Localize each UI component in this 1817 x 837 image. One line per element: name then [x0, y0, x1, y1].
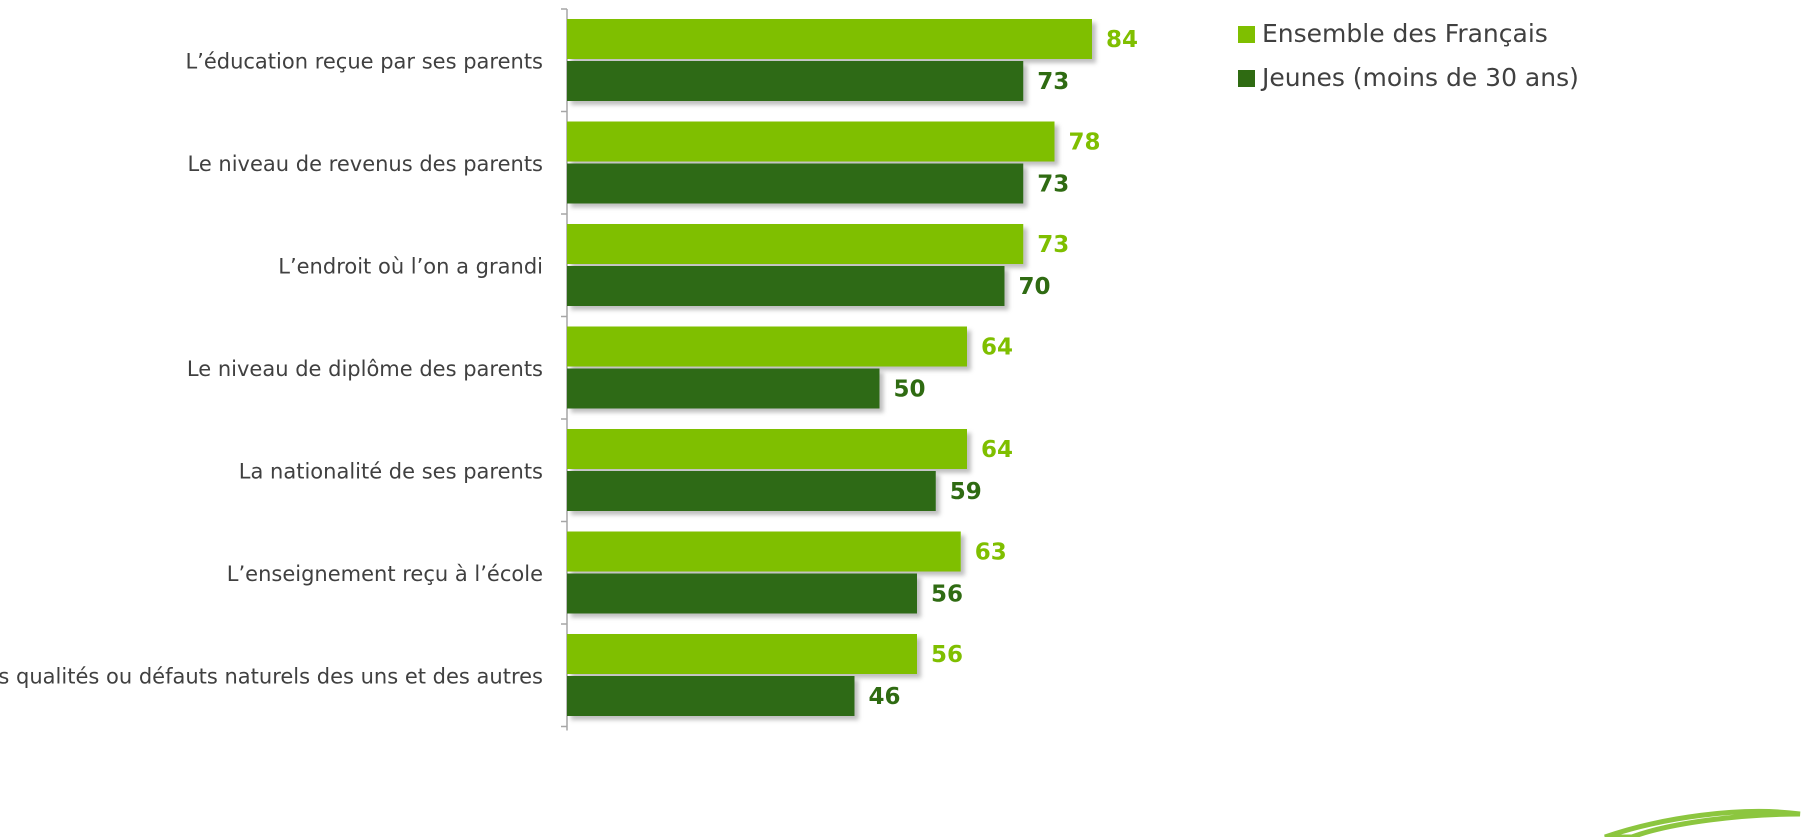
data-label: 73 — [1037, 172, 1069, 198]
category-label: L’éducation reçue par ses parents — [185, 49, 543, 73]
data-label: 63 — [975, 540, 1007, 566]
data-label: 73 — [1037, 232, 1069, 258]
data-label: 59 — [950, 479, 982, 505]
bar — [567, 61, 1024, 101]
legend-swatch — [1238, 70, 1255, 87]
category-label: Les qualités ou défauts naturels des uns… — [0, 664, 543, 688]
category-label: La nationalité de ses parents — [239, 459, 543, 483]
bars-group — [567, 19, 1092, 716]
data-label: 70 — [1019, 274, 1051, 300]
bar — [567, 121, 1055, 162]
legend: Ensemble des Français Jeunes (moins de 30… — [1238, 19, 1579, 92]
data-label: 56 — [931, 582, 963, 608]
bar — [567, 368, 880, 409]
bar — [567, 266, 1005, 306]
bar — [567, 224, 1024, 264]
data-label: 78 — [1069, 130, 1101, 156]
category-label: L’endroit où l’on a grandi — [278, 254, 543, 278]
data-label: 84 — [1106, 27, 1138, 53]
bar — [567, 326, 967, 367]
data-label: 56 — [931, 642, 963, 668]
category-label: Le niveau de diplôme des parents — [187, 357, 543, 381]
data-label: 64 — [981, 437, 1013, 463]
category-label: Le niveau de revenus des parents — [187, 152, 543, 176]
labels-group: L’éducation reçue par ses parents 84 73 Le … — [0, 27, 1138, 710]
legend-swatch — [1238, 26, 1255, 43]
data-label: 50 — [894, 377, 926, 403]
bar — [567, 531, 961, 572]
bar — [567, 163, 1024, 204]
data-label: 64 — [981, 335, 1013, 361]
bar — [567, 573, 917, 614]
logo-swoosh — [1604, 808, 1801, 837]
legend-entry: Jeunes (moins de 30 ans) — [1260, 63, 1579, 92]
legend-entry: Ensemble des Français — [1262, 19, 1548, 48]
bar — [567, 471, 936, 511]
data-label: 46 — [869, 684, 901, 710]
category-label: L’enseignement reçu à l’école — [227, 562, 543, 586]
data-label: 73 — [1037, 69, 1069, 95]
bar — [567, 676, 855, 716]
bar — [567, 429, 967, 469]
bar — [567, 19, 1092, 59]
bar — [567, 634, 917, 674]
category-axis — [561, 8, 568, 731]
